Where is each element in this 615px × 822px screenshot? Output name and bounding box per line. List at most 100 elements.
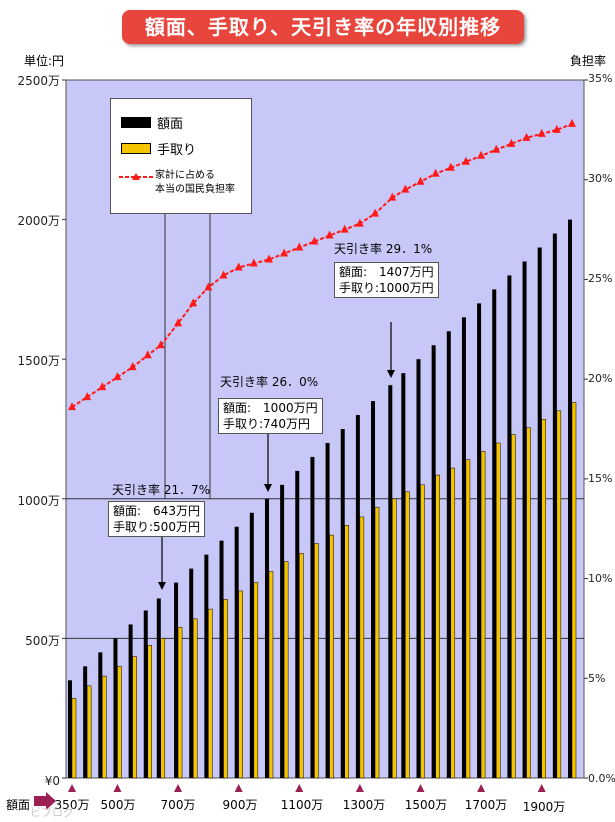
- bar-net: [420, 484, 425, 779]
- y2-tick-label: 15%: [588, 472, 613, 485]
- bar-gross: [446, 331, 451, 778]
- x-tick-marker: [174, 784, 183, 792]
- y-tick-label: ¥0: [44, 774, 60, 788]
- bar-net: [208, 608, 213, 779]
- point-burden-rate: [431, 168, 440, 177]
- point-burden-rate: [537, 128, 546, 137]
- point-burden-rate: [234, 262, 243, 271]
- chart-title: 額面、手取り、天引き率の年収別推移: [122, 10, 524, 44]
- bar-net: [299, 552, 304, 779]
- bar-net: [405, 491, 410, 779]
- legend: 額面 手取り 家計に占める 本当の国民負担率: [110, 98, 252, 214]
- annotation-arrowhead: [387, 370, 395, 378]
- bar-gross: [461, 317, 466, 778]
- bar-net: [147, 645, 153, 779]
- y2-tick-label: 10%: [588, 572, 613, 585]
- y-tick-label: 2000万: [17, 214, 60, 228]
- bar-gross: [431, 345, 436, 778]
- bar-net: [465, 459, 471, 779]
- x-axis-arrow-icon: [34, 792, 56, 810]
- x-tick-label: 1700万: [464, 798, 508, 812]
- bar-net: [329, 534, 334, 779]
- annotation-box-3: 額面: 1407万円 手取り:1000万円: [334, 262, 439, 298]
- bar-net: [314, 543, 319, 779]
- bar-net: [344, 525, 349, 779]
- bar-gross: [189, 568, 194, 778]
- point-burden-rate: [219, 270, 228, 279]
- point-burden-rate: [280, 248, 289, 257]
- x-tick-marker: [477, 784, 486, 792]
- bar-net: [102, 675, 107, 779]
- bar-gross: [325, 442, 330, 778]
- bar-net: [511, 434, 516, 779]
- bar-net: [541, 418, 546, 779]
- point-burden-rate: [552, 124, 561, 133]
- right-unit-label: 負担率: [570, 54, 607, 68]
- x-tick-marker: [355, 784, 364, 792]
- legend-swatch-net: [121, 143, 151, 154]
- x-tick-label: 1500万: [404, 798, 448, 812]
- point-burden-rate: [189, 298, 198, 307]
- point-burden-rate: [174, 318, 183, 327]
- point-burden-rate: [98, 382, 107, 391]
- left-unit-label: 単位:円: [24, 54, 65, 68]
- y-tick-label: 1000万: [17, 494, 60, 508]
- legend-item-gross: 額面: [121, 113, 183, 132]
- bar-gross: [174, 582, 179, 778]
- legend-item-net: 手取り: [121, 139, 196, 158]
- point-burden-rate: [264, 254, 273, 263]
- annotation-net-2: 手取り:740万円: [223, 417, 310, 431]
- bar-gross: [280, 484, 285, 778]
- bar-gross: [310, 456, 315, 778]
- x-tick-marker: [68, 784, 76, 792]
- bar-net: [86, 685, 92, 779]
- bar-gross: [355, 415, 360, 778]
- bar-net: [571, 402, 577, 779]
- annotation-rate-1: 天引き率 21．7%: [112, 483, 211, 497]
- bar-net: [160, 638, 166, 779]
- legend-label-net: 手取り: [157, 143, 197, 158]
- bar-net: [495, 442, 501, 779]
- bar-net: [177, 626, 183, 779]
- bar-net: [132, 656, 137, 779]
- x-tick-label: 500万: [100, 798, 136, 812]
- y-tick-label: 500万: [25, 634, 60, 648]
- bar-net: [192, 618, 198, 779]
- point-burden-rate: [355, 218, 364, 227]
- bar-net: [283, 561, 289, 779]
- point-burden-rate: [492, 144, 501, 153]
- x-tick-marker: [537, 784, 546, 792]
- y2-tick-label: 20%: [588, 372, 613, 385]
- legend-swatch-burden: [119, 173, 153, 180]
- bar-net: [117, 666, 122, 779]
- bar-gross: [249, 512, 254, 778]
- legend-label-burden-line1: 家計に占める: [155, 170, 215, 181]
- y2-tick-label: 5%: [588, 672, 606, 685]
- x-tick-label: 1300万: [342, 798, 386, 812]
- point-burden-rate: [113, 372, 122, 381]
- point-burden-rate: [477, 150, 486, 159]
- bar-net: [526, 427, 531, 779]
- x-tick-marker: [113, 784, 122, 792]
- annotation-gross-3: 額面: 1407万円: [339, 265, 434, 279]
- bar-gross: [507, 275, 512, 778]
- bar-gross: [552, 233, 557, 778]
- annotation-gross-1: 額面: 643万円: [113, 504, 200, 518]
- annotation-box-2: 額面: 1000万円 手取り:740万円: [218, 398, 323, 434]
- point-burden-rate: [568, 118, 576, 127]
- bar-gross: [477, 303, 482, 778]
- point-burden-rate: [249, 258, 258, 267]
- point-burden-rate: [401, 184, 410, 193]
- point-burden-rate: [83, 392, 92, 401]
- x-tick-label: 1100万: [280, 798, 324, 812]
- bar-gross: [492, 289, 497, 778]
- x-tick-label: 700万: [160, 798, 196, 812]
- bar-gross: [234, 526, 239, 778]
- bar-gross: [416, 359, 421, 778]
- point-burden-rate: [143, 350, 152, 359]
- bar-gross: [128, 624, 133, 778]
- point-burden-rate: [507, 138, 516, 147]
- bar-gross: [113, 638, 118, 778]
- annotation-rate-3: 天引き率 29．1%: [334, 242, 433, 256]
